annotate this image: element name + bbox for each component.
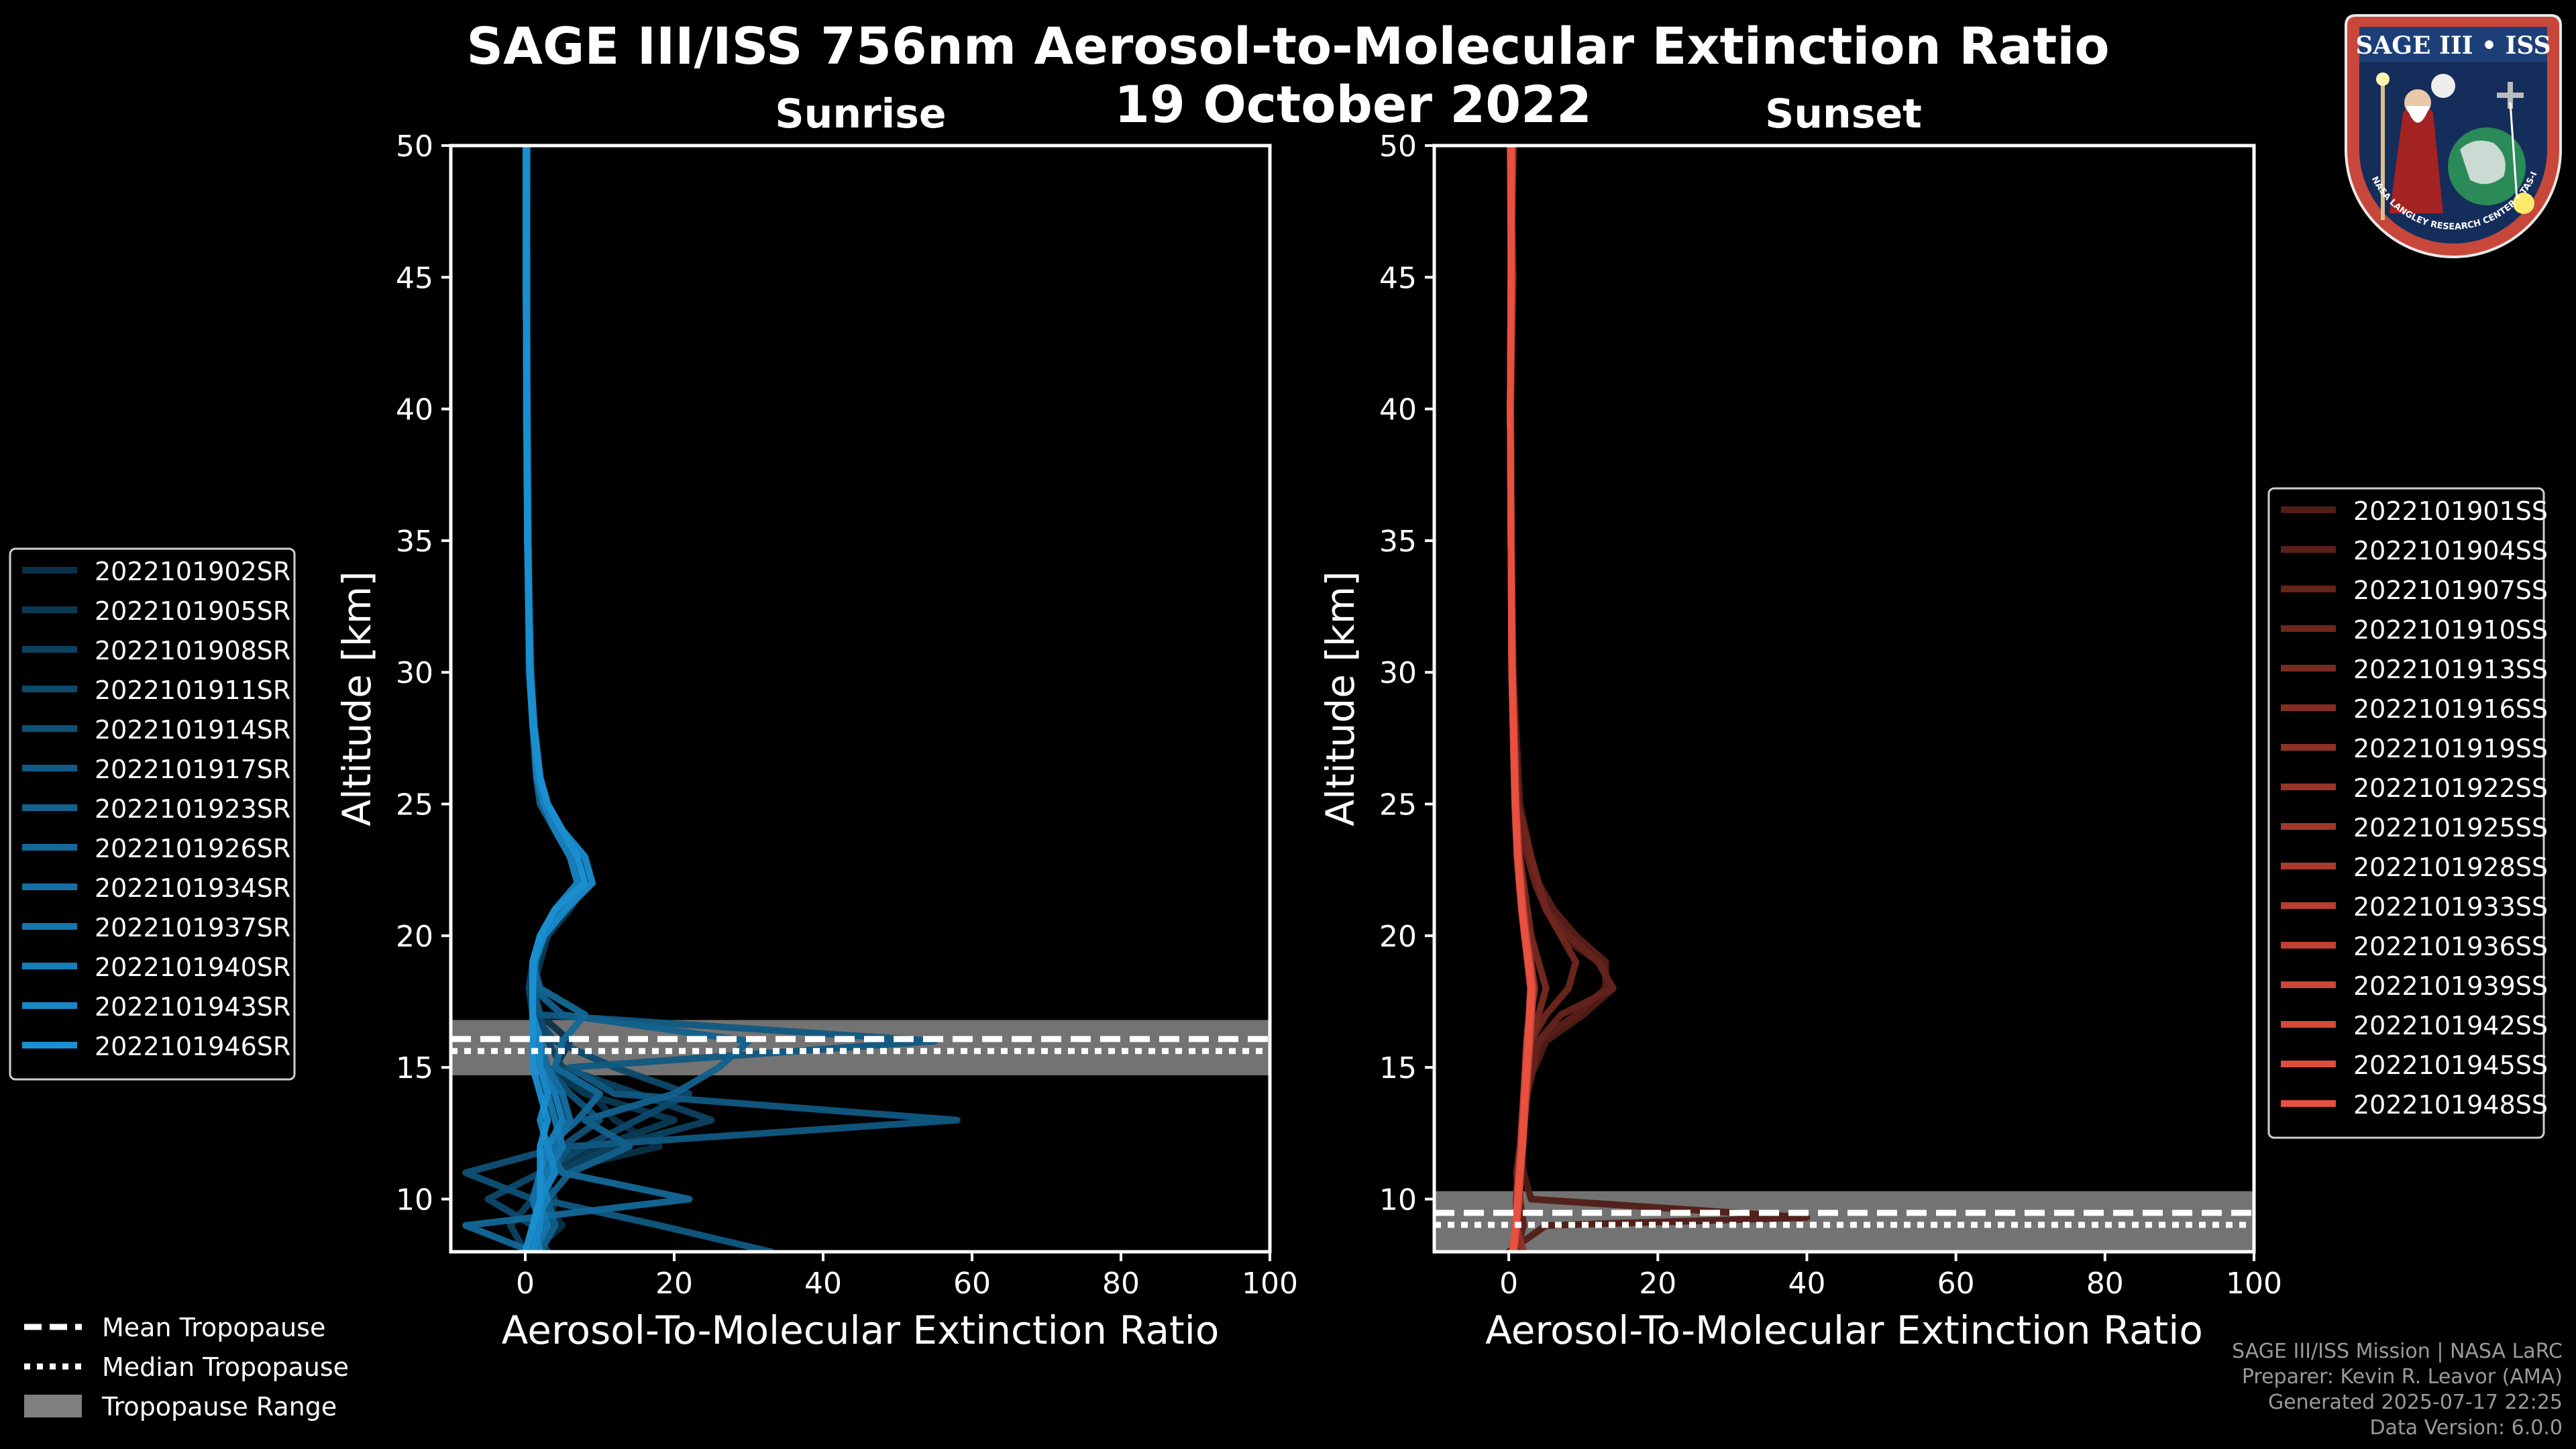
- sunset-panel-title: Sunset: [1765, 91, 1922, 138]
- sunset-y-tick-label: 20: [1379, 920, 1417, 954]
- sunrise-legend-label: 2022101917SR: [95, 755, 290, 784]
- sunset-legend-label: 2022101936SS: [2353, 932, 2548, 961]
- sunrise-y-tick-label: 45: [396, 261, 433, 295]
- sunrise-panel-title: Sunrise: [775, 91, 946, 138]
- sunrise-legend-frame: [9, 547, 296, 1081]
- sunset-axes-frame: [1432, 144, 2256, 1254]
- sunrise-legend-label: 2022101946SR: [95, 1032, 290, 1061]
- sunrise-legend-label: 2022101943SR: [95, 992, 290, 1022]
- sunset-y-tick-label: 30: [1379, 656, 1417, 690]
- credit-mission: SAGE III/ISS Mission | NASA LaRC: [2232, 1340, 2563, 1363]
- sunrise-y-tick-label: 20: [396, 920, 433, 954]
- sunset-legend-label: 2022101942SS: [2353, 1011, 2548, 1040]
- tropopause-legend-label: Tropopause Range: [101, 1392, 337, 1421]
- sunrise-legend-label: 2022101911SR: [95, 676, 290, 705]
- sunset-x-tick-label: 80: [2086, 1267, 2124, 1301]
- sunrise-y-axis-label: Altitude [km]: [334, 571, 380, 826]
- sunrise-legend-label: 2022101926SR: [95, 834, 290, 863]
- sunrise-x-tick-label: 20: [655, 1267, 693, 1301]
- figure-title-line2: 19 October 2022: [1114, 74, 1592, 134]
- credits-block: SAGE III/ISS Mission | NASA LaRC Prepare…: [2232, 1339, 2563, 1441]
- sunset-x-tick-label: 60: [1937, 1267, 1975, 1301]
- sunset-legend-label: 2022101916SS: [2353, 694, 2548, 724]
- sunrise-legend-label: 2022101905SR: [95, 596, 290, 626]
- sunrise-x-tick-label: 60: [953, 1267, 991, 1301]
- sunrise-x-axis-label: Aerosol-To-Molecular Extinction Ratio: [502, 1307, 1220, 1353]
- sunrise-legend-label: 2022101934SR: [95, 873, 290, 903]
- sunrise-legend: 2022101902SR 2022101905SR 2022101908SR 2022…: [9, 547, 296, 1081]
- sunrise-y-tick-label: 25: [396, 788, 433, 822]
- sunset-y-tick-label: 40: [1379, 393, 1417, 427]
- credit-preparer: Preparer: Kevin R. Leavor (AMA): [2241, 1365, 2563, 1389]
- sunrise-y-tick-label: 30: [396, 656, 433, 690]
- sunset-y-tick-label: 25: [1379, 788, 1417, 822]
- credit-generated: Generated 2025-07-17 22:25: [2267, 1391, 2563, 1414]
- sunset-x-tick-label: 0: [1499, 1267, 1518, 1301]
- sunset-legend-label: 2022101922SS: [2353, 773, 2548, 803]
- sunrise-legend-label: 2022101914SR: [95, 715, 290, 745]
- sunrise-legend-label: 2022101923SR: [95, 794, 290, 824]
- sunrise-legend-label: 2022101908SR: [95, 636, 290, 665]
- sunset-y-axis-label: Altitude [km]: [1318, 571, 1363, 826]
- tropopause-legend-label: Median Tropopause: [102, 1352, 349, 1382]
- sunrise-y-tick-label: 35: [396, 525, 433, 559]
- sunset-legend-label: 2022101907SS: [2353, 576, 2548, 605]
- sunset-legend-label: 2022101919SS: [2353, 734, 2548, 763]
- tropopause-legend: Mean Tropopause Median Tropopause Tropopau…: [24, 1313, 349, 1421]
- sunrise-panel: Sunrise 0 20 40 60 80 100 10 15 20 25 30 35 40 45 50 Aer…: [334, 91, 1298, 1353]
- sunrise-x-tick-label: 100: [1242, 1267, 1298, 1301]
- sunset-x-tick-label: 20: [1639, 1267, 1676, 1301]
- sunset-legend-label: 2022101913SS: [2353, 655, 2548, 684]
- sunrise-y-tick-label: 40: [396, 393, 433, 427]
- sunset-legend-label: 2022101904SS: [2353, 536, 2548, 566]
- sunset-y-tick-label: 45: [1379, 261, 1417, 295]
- sunrise-x-tick-label: 0: [516, 1267, 535, 1301]
- credit-data-version: Data Version: 6.0.0: [2369, 1416, 2563, 1440]
- sunset-legend-label: 2022101933SS: [2353, 892, 2548, 922]
- figure-title-line1: SAGE III/ISS 756nm Aerosol-to-Molecular …: [466, 16, 2109, 76]
- series-line-2022101948SS: [1507, 146, 1535, 1252]
- sage-iii-iss-logo: SAGE III • ISS BALL • NASA LANGLEY RESEA…: [2339, 5, 2564, 262]
- sunset-x-tick-label: 40: [1788, 1267, 1825, 1301]
- sunset-legend-label: 2022101910SS: [2353, 615, 2548, 645]
- sunset-y-tick-label: 15: [1379, 1051, 1417, 1085]
- sunrise-legend-label: 2022101940SR: [95, 953, 290, 982]
- legend-range-swatch: [24, 1395, 82, 1417]
- sunrise-x-tick-label: 40: [804, 1267, 842, 1301]
- sunset-x-axis-label: Aerosol-To-Molecular Extinction Ratio: [1485, 1307, 2203, 1353]
- sunset-legend: 2022101901SS 2022101904SS 2022101907SS 2022…: [2267, 487, 2548, 1139]
- sunset-legend-label: 2022101928SS: [2353, 853, 2548, 882]
- sunset-legend-label: 2022101939SS: [2353, 971, 2548, 1001]
- sunrise-legend-label: 2022101902SR: [95, 557, 290, 586]
- series-line-2022101901SS: [1505, 146, 1811, 1252]
- sunset-y-tick-label: 50: [1379, 129, 1417, 164]
- series-line-2022101946SR: [522, 146, 588, 1252]
- sunset-legend-label: 2022101901SS: [2353, 496, 2548, 526]
- sunset-y-tick-label: 35: [1379, 525, 1417, 559]
- tropopause-legend-label: Mean Tropopause: [102, 1313, 325, 1342]
- logo-name: SAGE III • ISS: [2355, 32, 2551, 60]
- sunrise-series-group: [462, 146, 961, 1252]
- sunrise-y-tick-label: 15: [396, 1051, 433, 1085]
- sunset-panel: Sunset 0 20 40 60 80 100 10 15 20 25 30 35 40 45 50 Aero…: [1318, 91, 2282, 1353]
- sunset-legend-label: 2022101925SS: [2353, 813, 2548, 843]
- sunset-legend-frame: [2267, 487, 2545, 1139]
- sunrise-y-tick-label: 10: [396, 1183, 433, 1217]
- sunrise-x-tick-label: 80: [1102, 1267, 1140, 1301]
- sunrise-axes-frame: [449, 144, 1272, 1254]
- sunset-x-tick-label: 100: [2226, 1267, 2282, 1301]
- sunrise-y-tick-label: 50: [396, 129, 433, 164]
- sunset-series-group: [1505, 146, 1811, 1252]
- sunset-legend-label: 2022101945SS: [2353, 1051, 2548, 1080]
- sunrise-legend-label: 2022101937SR: [95, 913, 290, 943]
- sunset-y-tick-label: 10: [1379, 1183, 1417, 1217]
- series-line-2022101910SS: [1507, 146, 1580, 1252]
- sunset-legend-label: 2022101948SS: [2353, 1090, 2548, 1120]
